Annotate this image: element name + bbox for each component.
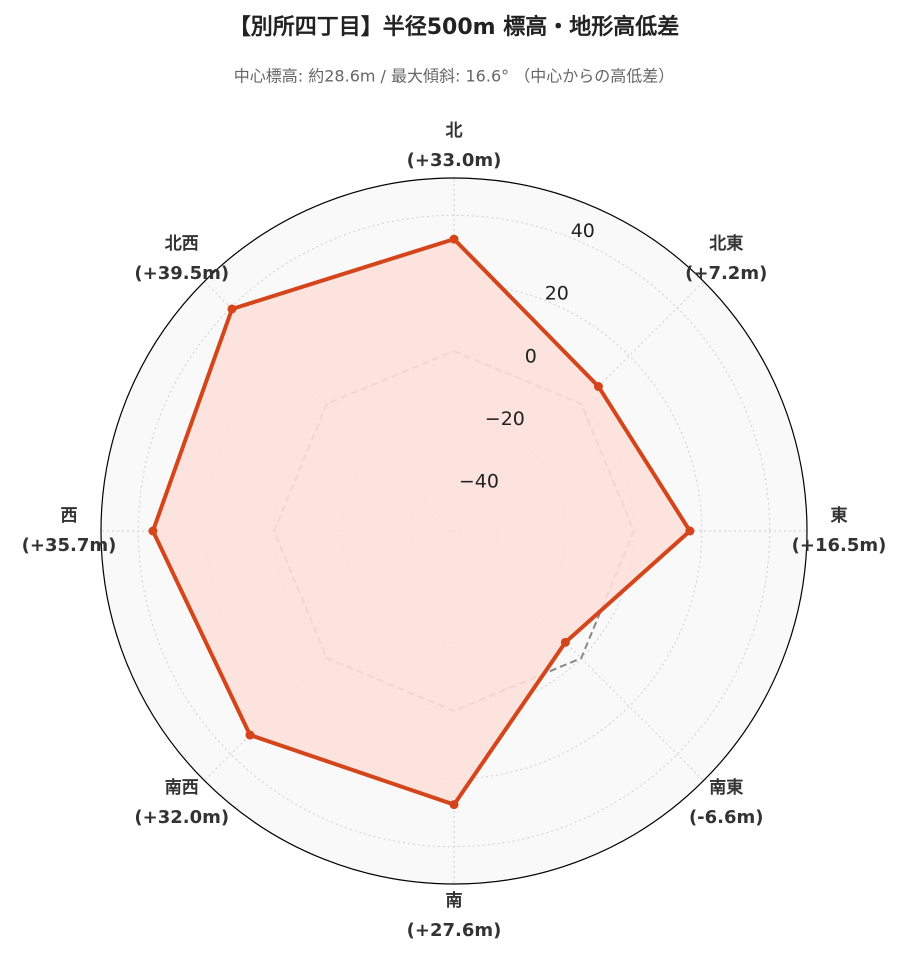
category-label: 東 xyxy=(831,505,848,526)
value-label: (+35.7m) xyxy=(22,535,117,556)
value-label: (+32.0m) xyxy=(134,807,229,828)
value-label: (-6.6m) xyxy=(689,807,764,828)
value-label: (+39.5m) xyxy=(134,263,229,284)
category-label: 南 xyxy=(446,890,463,911)
chart-title: 【別所四丁目】半径500m 標高・地形高低差 xyxy=(229,14,680,40)
chart-subtitle: 中心標高: 約28.6m / 最大傾斜: 16.6° （中心からの高低差） xyxy=(234,67,674,86)
grid-spoke xyxy=(453,530,704,781)
value-label: (+33.0m) xyxy=(407,150,502,171)
point xyxy=(227,304,237,314)
y-tick-label: 20 xyxy=(545,283,569,305)
value-label: (+27.6m) xyxy=(407,920,502,941)
category-label: 南西 xyxy=(165,777,199,798)
outer-frame xyxy=(100,177,808,885)
y-tick-label: 40 xyxy=(571,220,595,242)
value-label: (+16.5m) xyxy=(792,535,887,556)
category-label: 北 xyxy=(446,121,463,141)
point xyxy=(593,382,603,392)
category-label: 南東 xyxy=(709,777,743,798)
grid-circle xyxy=(205,282,703,780)
y-tick-label: 0 xyxy=(525,345,537,367)
point xyxy=(245,730,255,740)
point xyxy=(449,234,459,244)
category-label: 北東 xyxy=(709,233,743,254)
category-label: 北西 xyxy=(165,234,199,254)
category-label: 西 xyxy=(61,506,78,526)
y-tick-label: −20 xyxy=(485,408,525,430)
point xyxy=(685,526,695,536)
point xyxy=(148,526,158,536)
point xyxy=(560,637,570,647)
value-label: (+7.2m) xyxy=(685,263,767,284)
point xyxy=(449,800,459,810)
y-tick-label: −40 xyxy=(459,471,499,493)
